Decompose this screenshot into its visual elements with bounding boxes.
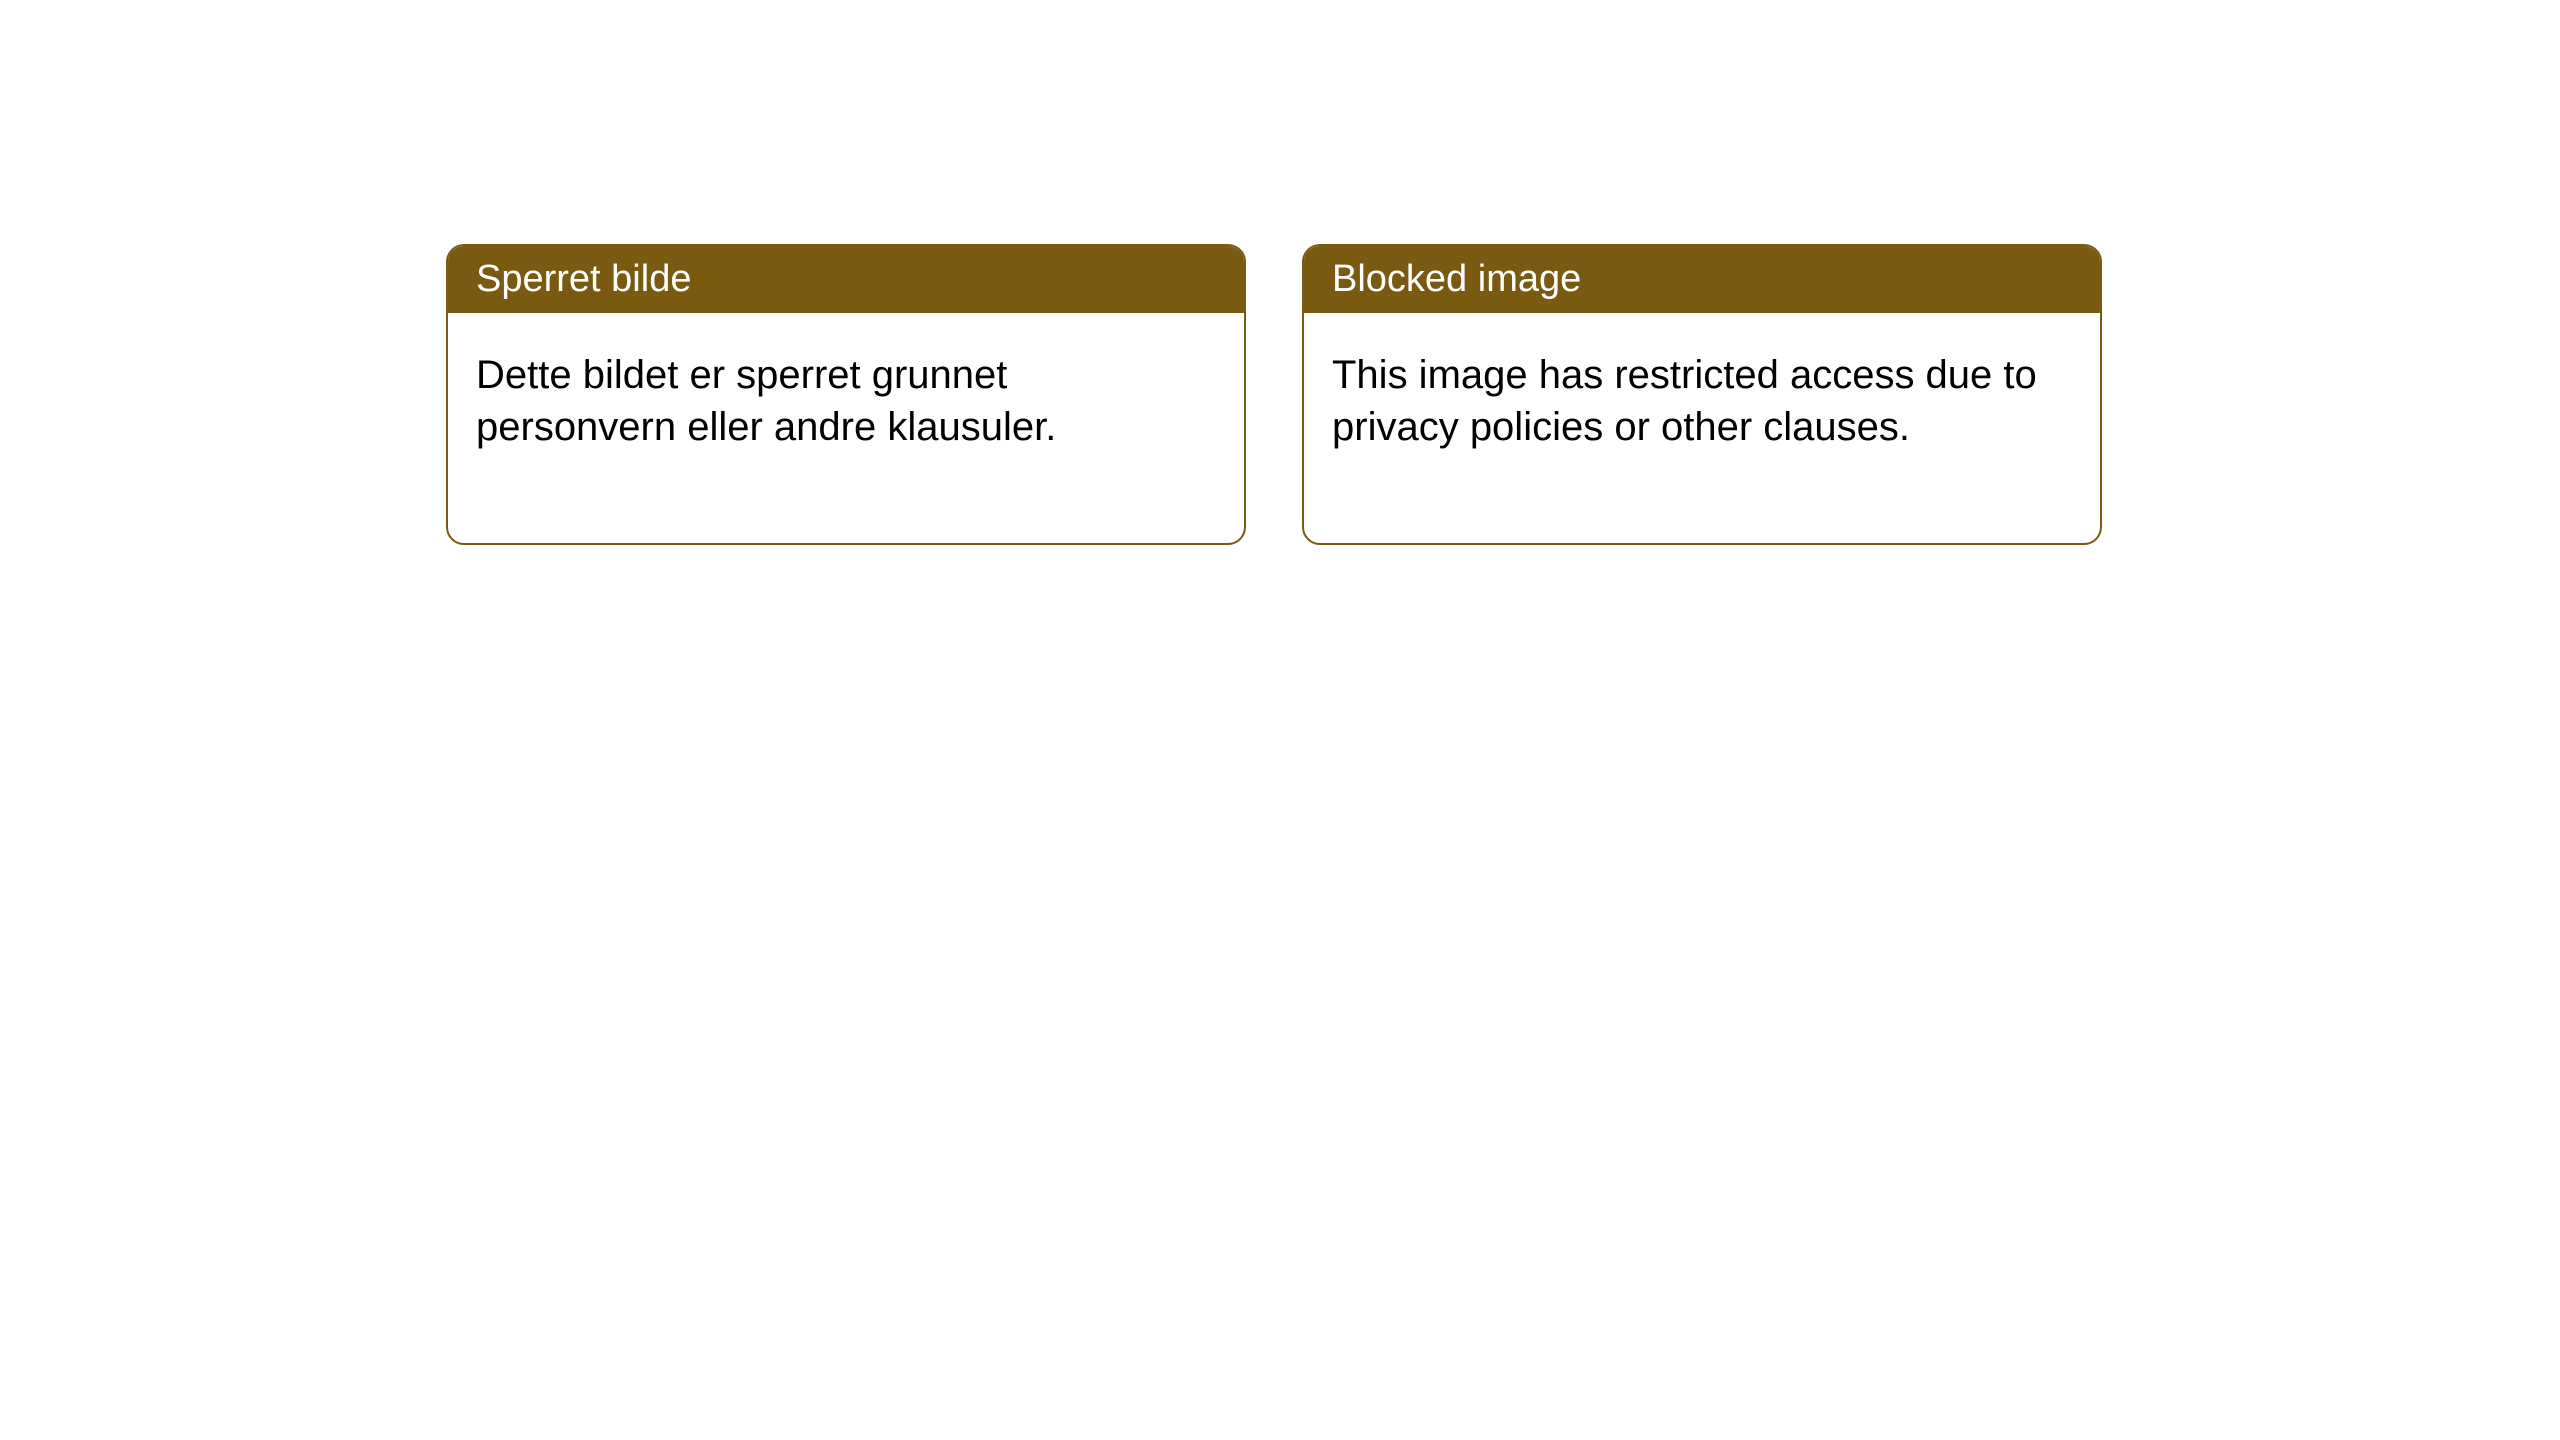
notice-body: Dette bildet er sperret grunnet personve… [448,313,1244,543]
notice-card-english: Blocked image This image has restricted … [1302,244,2102,545]
notice-card-norwegian: Sperret bilde Dette bildet er sperret gr… [446,244,1246,545]
notice-row: Sperret bilde Dette bildet er sperret gr… [446,244,2102,545]
notice-body: This image has restricted access due to … [1304,313,2100,543]
notice-header: Blocked image [1304,246,2100,313]
notice-header: Sperret bilde [448,246,1244,313]
